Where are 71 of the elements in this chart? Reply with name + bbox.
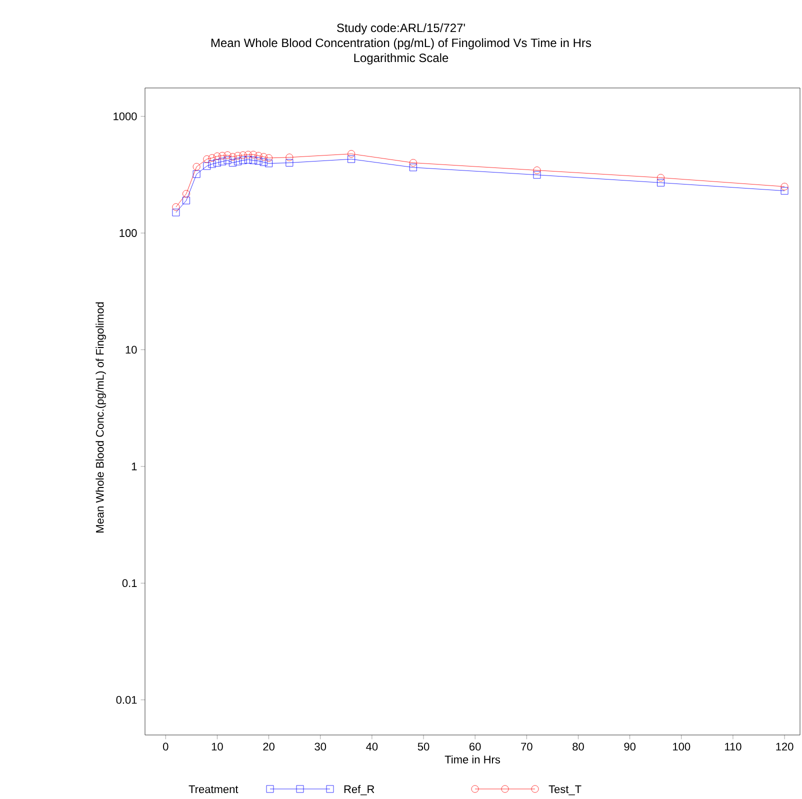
x-tick-label: 0 (163, 742, 168, 751)
point (224, 156, 232, 164)
legend-label: Test_T (548, 785, 582, 796)
point (203, 155, 211, 163)
x-tick-label: 90 (624, 742, 636, 751)
legend-label: Ref_R (344, 785, 374, 796)
x-tick-label: 100 (673, 742, 690, 751)
point (208, 154, 216, 162)
point (234, 152, 242, 160)
x-tick-label: 110 (725, 742, 742, 751)
point (250, 156, 258, 164)
point (409, 164, 417, 172)
point (265, 160, 272, 168)
point (218, 158, 226, 166)
y-tick-label: 0.01 (116, 696, 137, 704)
y-tick-label: 1 (132, 462, 137, 470)
point (192, 163, 200, 170)
point (208, 160, 216, 168)
point (234, 158, 242, 166)
x-tick-label: 10 (212, 742, 223, 751)
point (172, 208, 180, 216)
point (657, 174, 664, 182)
point (239, 156, 247, 164)
point (265, 154, 272, 162)
point (409, 159, 417, 166)
point (657, 179, 664, 186)
point (348, 155, 356, 163)
chart-subtitle: Logarithmic Scale (354, 53, 448, 64)
y-tick-label: 1000 (114, 112, 137, 120)
point (260, 158, 268, 166)
point (780, 182, 788, 190)
point (286, 159, 294, 166)
legend-title: Treatment (188, 785, 238, 794)
point (224, 151, 232, 159)
x-axis-title: Time in Hrs (444, 755, 500, 764)
point (172, 203, 180, 211)
point (244, 150, 252, 158)
y-tick-label: 0.1 (122, 579, 137, 588)
x-tick-label: 20 (263, 742, 274, 751)
x-tick-label: 60 (470, 742, 481, 751)
point (780, 187, 788, 195)
point (250, 150, 258, 158)
point (533, 171, 541, 179)
point (214, 159, 221, 166)
point (254, 157, 262, 165)
point (218, 152, 226, 160)
point (182, 190, 190, 198)
x-tick-label: 50 (418, 742, 430, 751)
y-tick-label: 100 (120, 229, 137, 237)
y-axis-title: Mean Whole Blood Conc.(pg/mL) of Fingolimod (96, 302, 106, 532)
point (182, 196, 190, 204)
text: Study code:ARL/15/727' (337, 23, 465, 34)
point (228, 153, 236, 161)
point (203, 162, 211, 170)
y-tick-label: 10 (126, 346, 137, 354)
point (348, 150, 356, 158)
point (239, 151, 247, 159)
x-tick-label: 120 (776, 742, 794, 751)
x-tick-label: 70 (521, 742, 532, 751)
point (254, 152, 262, 160)
point (192, 170, 200, 178)
x-tick-label: 30 (314, 742, 326, 751)
point (533, 166, 541, 174)
x-tick-label: 80 (572, 742, 584, 751)
point (228, 159, 236, 166)
point (214, 152, 221, 160)
point (260, 153, 268, 161)
point (286, 154, 294, 162)
point (244, 156, 252, 164)
x-tick-label: 40 (366, 742, 378, 751)
chart-title: Mean Whole Blood Concentration (pg/mL) of Fingolimod Vs Time in Hrs (211, 38, 592, 50)
